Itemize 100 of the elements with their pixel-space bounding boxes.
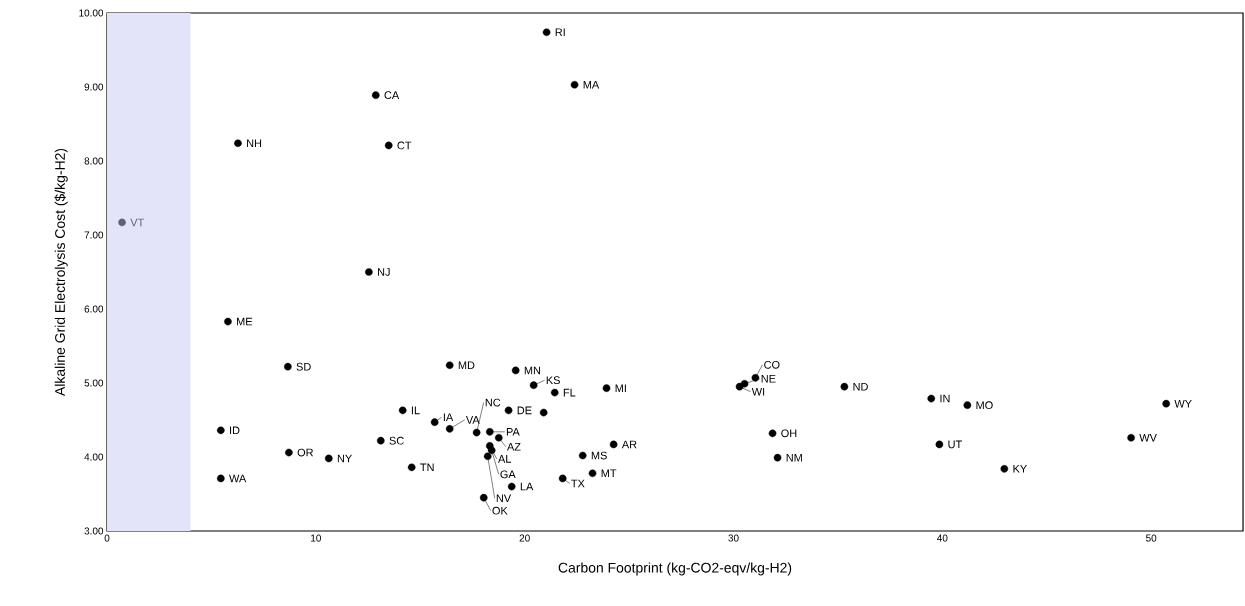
point <box>445 425 454 433</box>
point <box>740 379 749 388</box>
annotation: DE <box>517 406 532 415</box>
annotation: MI <box>615 384 626 392</box>
point <box>840 382 849 391</box>
point <box>504 406 513 415</box>
y-tick-label: 9.00 <box>84 83 104 91</box>
point <box>602 384 611 392</box>
annotation: SC <box>389 436 404 445</box>
annotation: VT <box>130 218 144 227</box>
annotation: TN <box>420 463 434 472</box>
y-tick-label: 5.00 <box>84 379 104 387</box>
y-tick-label: 10.00 <box>79 9 104 17</box>
point <box>570 80 579 89</box>
annotation: IN <box>940 394 950 403</box>
y-tick-label: 7.00 <box>84 231 104 239</box>
annotation: FL <box>563 388 576 397</box>
annotation: NJ <box>377 268 390 276</box>
annotation: CT <box>397 141 412 150</box>
x-tick-label: 10 <box>311 534 321 542</box>
point <box>407 463 416 472</box>
point <box>963 401 972 409</box>
annotation: OK <box>492 506 508 515</box>
point <box>768 429 777 438</box>
annotation: IL <box>411 406 420 415</box>
annotation: PA <box>506 428 520 436</box>
point <box>511 366 520 375</box>
point <box>472 428 481 437</box>
point <box>494 433 503 442</box>
point <box>483 452 492 461</box>
point <box>224 317 232 326</box>
x-tick-label: 50 <box>1146 534 1157 542</box>
point <box>507 482 516 491</box>
point <box>773 453 782 462</box>
point <box>324 454 333 463</box>
x-axis-title: Carbon Footprint (kg-CO2-eqv/kg-H2) <box>558 562 792 576</box>
point <box>398 406 407 415</box>
point <box>487 446 496 455</box>
point <box>118 218 126 227</box>
annotation: SD <box>296 362 311 371</box>
annotation: WV <box>1139 433 1157 442</box>
point <box>542 28 551 37</box>
point <box>1000 465 1009 473</box>
annotation: KS <box>546 376 560 385</box>
point <box>376 436 385 445</box>
point <box>365 268 373 276</box>
y-tick-label: 3.00 <box>84 527 104 535</box>
annotation: KY <box>1013 465 1027 473</box>
y-tick-label: 6.00 <box>84 305 104 313</box>
point <box>927 394 936 403</box>
annotation: WI <box>751 387 765 396</box>
point <box>479 493 488 502</box>
annotation: MN <box>524 366 541 375</box>
y-axis-title: Alkaline Grid Electrolysis Cost ($/kg-H2) <box>54 148 68 396</box>
x-tick-label: 0 <box>104 534 110 542</box>
annotation: ND <box>853 382 868 391</box>
y-tick-label: 8.00 <box>84 157 104 165</box>
annotation: WY <box>1174 399 1192 408</box>
annotation: VA <box>465 416 480 424</box>
annotation: NY <box>337 454 352 463</box>
annotation: OR <box>297 448 314 457</box>
annotation: MO <box>976 401 993 410</box>
point <box>285 448 293 457</box>
annotation: ID <box>230 426 240 435</box>
point <box>217 474 225 483</box>
point <box>1162 399 1170 408</box>
annotation: NH <box>247 139 262 147</box>
x-tick-label: 30 <box>728 534 739 542</box>
annotation: AL <box>498 455 512 463</box>
point <box>485 428 494 436</box>
point <box>935 440 944 449</box>
point <box>371 91 380 99</box>
annotation: TX <box>571 479 585 488</box>
point <box>609 440 618 449</box>
annotation: IA <box>443 413 454 421</box>
point <box>217 426 225 435</box>
annotation: WA <box>229 474 247 483</box>
point <box>529 381 538 389</box>
annotation: NM <box>786 453 802 462</box>
point <box>234 139 242 148</box>
annotation: CO <box>764 360 780 369</box>
annotation: CA <box>384 91 400 100</box>
annotation: GA <box>500 470 516 479</box>
point <box>558 474 567 483</box>
point <box>588 469 597 478</box>
annotation: ME <box>237 317 253 326</box>
point <box>550 388 559 397</box>
point <box>539 408 548 417</box>
annotation: NC <box>485 398 501 407</box>
annotation: MT <box>601 469 617 478</box>
point <box>284 362 292 371</box>
annotation: RI <box>555 28 565 36</box>
x-tick-label: 20 <box>519 534 530 542</box>
annotation: NE <box>761 374 776 383</box>
point <box>430 418 439 426</box>
annotation: UT <box>948 440 962 449</box>
point <box>1127 433 1135 442</box>
annotation: MA <box>583 81 600 89</box>
annotation: AR <box>621 440 637 449</box>
annotation: AZ <box>506 442 521 451</box>
